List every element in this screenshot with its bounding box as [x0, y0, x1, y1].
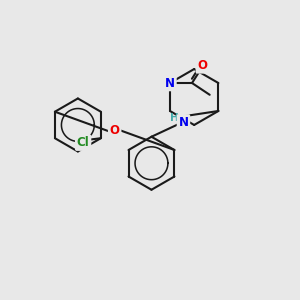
Text: N: N: [178, 116, 188, 129]
Text: Cl: Cl: [77, 136, 89, 149]
Text: O: O: [110, 124, 120, 137]
Text: N: N: [165, 76, 175, 89]
Text: H: H: [170, 113, 178, 123]
Text: O: O: [197, 59, 207, 72]
